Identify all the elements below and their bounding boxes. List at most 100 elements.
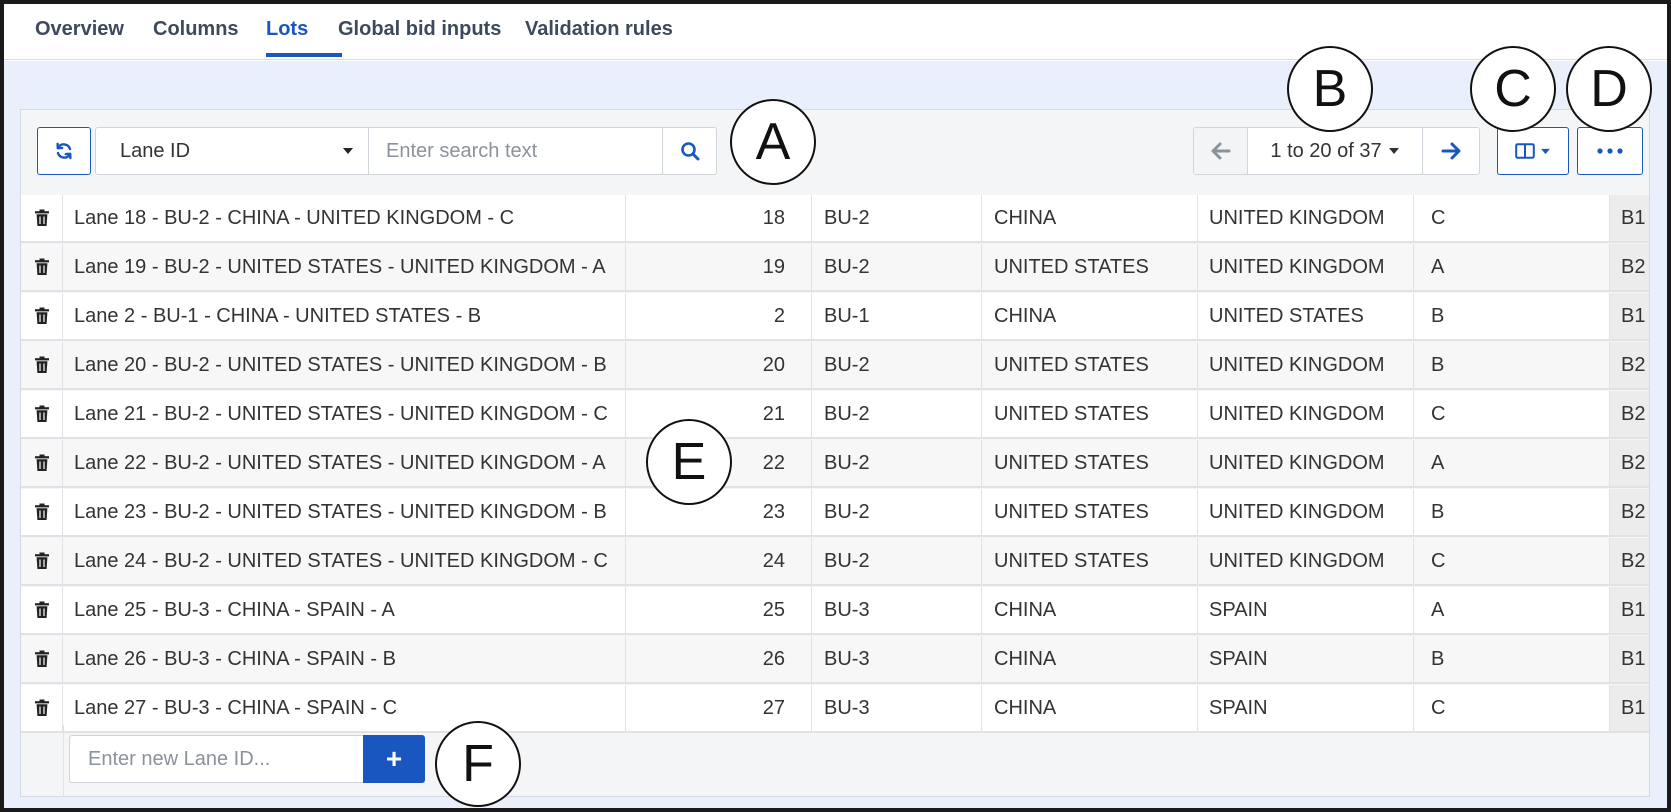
tab-columns[interactable]: Columns — [153, 18, 239, 40]
destination-cell[interactable]: SPAIN — [1198, 587, 1414, 633]
table-row[interactable]: Lane 18 - BU-2 - CHINA - UNITED KINGDOM … — [21, 195, 1649, 243]
lane-number-cell[interactable]: 19 — [626, 244, 812, 290]
origin-cell[interactable]: UNITED STATES — [982, 489, 1198, 535]
lane-number-cell[interactable]: 21 — [626, 391, 812, 437]
lane-name-cell[interactable]: Lane 27 - BU-3 - CHINA - SPAIN - C — [63, 685, 626, 731]
lane-name-cell[interactable]: Lane 23 - BU-2 - UNITED STATES - UNITED … — [63, 489, 626, 535]
lane-name-cell[interactable]: Lane 19 - BU-2 - UNITED STATES - UNITED … — [63, 244, 626, 290]
lane-number-cell[interactable]: 27 — [626, 685, 812, 731]
lane-name-cell[interactable]: Lane 25 - BU-3 - CHINA - SPAIN - A — [63, 587, 626, 633]
delete-row-button[interactable] — [21, 293, 63, 339]
table-row[interactable]: Lane 26 - BU-3 - CHINA - SPAIN - B 26 BU-3… — [21, 636, 1649, 684]
delete-row-button[interactable] — [21, 391, 63, 437]
business-unit-cell[interactable]: BU-3 — [812, 636, 982, 682]
origin-cell[interactable]: UNITED STATES — [982, 391, 1198, 437]
tier-cell[interactable]: B — [1414, 489, 1610, 535]
extra-cell[interactable]: B2 — [1610, 538, 1649, 584]
delete-row-button[interactable] — [21, 195, 63, 241]
business-unit-cell[interactable]: BU-2 — [812, 342, 982, 388]
table-row[interactable]: Lane 27 - BU-3 - CHINA - SPAIN - C 27 BU-3… — [21, 685, 1649, 733]
origin-cell[interactable]: UNITED STATES — [982, 244, 1198, 290]
table-row[interactable]: Lane 20 - BU-2 - UNITED STATES - UNITED … — [21, 342, 1649, 390]
table-row[interactable]: Lane 21 - BU-2 - UNITED STATES - UNITED … — [21, 391, 1649, 439]
lane-number-cell[interactable]: 26 — [626, 636, 812, 682]
table-row[interactable]: Lane 19 - BU-2 - UNITED STATES - UNITED … — [21, 244, 1649, 292]
extra-cell[interactable]: B2 — [1610, 489, 1649, 535]
tier-cell[interactable]: C — [1414, 685, 1610, 731]
tier-cell[interactable]: A — [1414, 440, 1610, 486]
prev-page-button[interactable] — [1194, 128, 1248, 174]
lane-name-cell[interactable]: Lane 26 - BU-3 - CHINA - SPAIN - B — [63, 636, 626, 682]
lane-name-cell[interactable]: Lane 24 - BU-2 - UNITED STATES - UNITED … — [63, 538, 626, 584]
extra-cell[interactable]: B1 — [1610, 293, 1649, 339]
extra-cell[interactable]: B1 — [1610, 685, 1649, 731]
extra-cell[interactable]: B1 — [1610, 587, 1649, 633]
extra-cell[interactable]: B1 — [1610, 195, 1649, 241]
tier-cell[interactable]: C — [1414, 391, 1610, 437]
next-page-button[interactable] — [1423, 128, 1479, 174]
tier-cell[interactable]: A — [1414, 244, 1610, 290]
table-row[interactable]: Lane 22 - BU-2 - UNITED STATES - UNITED … — [21, 440, 1649, 488]
origin-cell[interactable]: UNITED STATES — [982, 342, 1198, 388]
search-button[interactable] — [662, 128, 716, 174]
delete-row-button[interactable] — [21, 538, 63, 584]
destination-cell[interactable]: SPAIN — [1198, 685, 1414, 731]
business-unit-cell[interactable]: BU-1 — [812, 293, 982, 339]
business-unit-cell[interactable]: BU-2 — [812, 195, 982, 241]
tier-cell[interactable]: A — [1414, 587, 1610, 633]
tab-global-bid-inputs[interactable]: Global bid inputs — [338, 18, 502, 40]
tier-cell[interactable]: B — [1414, 293, 1610, 339]
origin-cell[interactable]: CHINA — [982, 685, 1198, 731]
table-row[interactable]: Lane 23 - BU-2 - UNITED STATES - UNITED … — [21, 489, 1649, 537]
tier-cell[interactable]: C — [1414, 195, 1610, 241]
search-input[interactable] — [369, 128, 662, 174]
delete-row-button[interactable] — [21, 440, 63, 486]
lane-number-cell[interactable]: 20 — [626, 342, 812, 388]
business-unit-cell[interactable]: BU-2 — [812, 391, 982, 437]
tier-cell[interactable]: B — [1414, 342, 1610, 388]
table-row[interactable]: Lane 2 - BU-1 - CHINA - UNITED STATES - … — [21, 293, 1649, 341]
destination-cell[interactable]: UNITED KINGDOM — [1198, 244, 1414, 290]
tab-validation-rules[interactable]: Validation rules — [525, 18, 673, 40]
destination-cell[interactable]: SPAIN — [1198, 636, 1414, 682]
extra-cell[interactable]: B2 — [1610, 440, 1649, 486]
lane-name-cell[interactable]: Lane 20 - BU-2 - UNITED STATES - UNITED … — [63, 342, 626, 388]
destination-cell[interactable]: UNITED KINGDOM — [1198, 538, 1414, 584]
destination-cell[interactable]: UNITED KINGDOM — [1198, 195, 1414, 241]
destination-cell[interactable]: UNITED KINGDOM — [1198, 342, 1414, 388]
extra-cell[interactable]: B2 — [1610, 391, 1649, 437]
destination-cell[interactable]: UNITED STATES — [1198, 293, 1414, 339]
field-select[interactable]: Lane ID — [96, 128, 369, 174]
business-unit-cell[interactable]: BU-3 — [812, 685, 982, 731]
lane-number-cell[interactable]: 23 — [626, 489, 812, 535]
tier-cell[interactable]: B — [1414, 636, 1610, 682]
extra-cell[interactable]: B1 — [1610, 636, 1649, 682]
lane-name-cell[interactable]: Lane 21 - BU-2 - UNITED STATES - UNITED … — [63, 391, 626, 437]
delete-row-button[interactable] — [21, 489, 63, 535]
refresh-button[interactable] — [37, 127, 91, 175]
tier-cell[interactable]: C — [1414, 538, 1610, 584]
business-unit-cell[interactable]: BU-2 — [812, 244, 982, 290]
delete-row-button[interactable] — [21, 342, 63, 388]
table-row[interactable]: Lane 24 - BU-2 - UNITED STATES - UNITED … — [21, 538, 1649, 586]
business-unit-cell[interactable]: BU-2 — [812, 440, 982, 486]
tab-lots[interactable]: Lots — [266, 18, 309, 40]
extra-cell[interactable]: B2 — [1610, 244, 1649, 290]
delete-row-button[interactable] — [21, 636, 63, 682]
lane-number-cell[interactable]: 24 — [626, 538, 812, 584]
more-button[interactable] — [1577, 127, 1643, 175]
extra-cell[interactable]: B2 — [1610, 342, 1649, 388]
lane-name-cell[interactable]: Lane 18 - BU-2 - CHINA - UNITED KINGDOM … — [63, 195, 626, 241]
lane-name-cell[interactable]: Lane 2 - BU-1 - CHINA - UNITED STATES - … — [63, 293, 626, 339]
lane-number-cell[interactable]: 22 — [626, 440, 812, 486]
origin-cell[interactable]: UNITED STATES — [982, 440, 1198, 486]
delete-row-button[interactable] — [21, 587, 63, 633]
destination-cell[interactable]: UNITED KINGDOM — [1198, 440, 1414, 486]
destination-cell[interactable]: UNITED KINGDOM — [1198, 391, 1414, 437]
new-lane-id-input[interactable] — [69, 735, 363, 783]
origin-cell[interactable]: CHINA — [982, 636, 1198, 682]
delete-row-button[interactable] — [21, 244, 63, 290]
table-row[interactable]: Lane 25 - BU-3 - CHINA - SPAIN - A 25 BU-3… — [21, 587, 1649, 635]
business-unit-cell[interactable]: BU-2 — [812, 538, 982, 584]
lane-number-cell[interactable]: 25 — [626, 587, 812, 633]
